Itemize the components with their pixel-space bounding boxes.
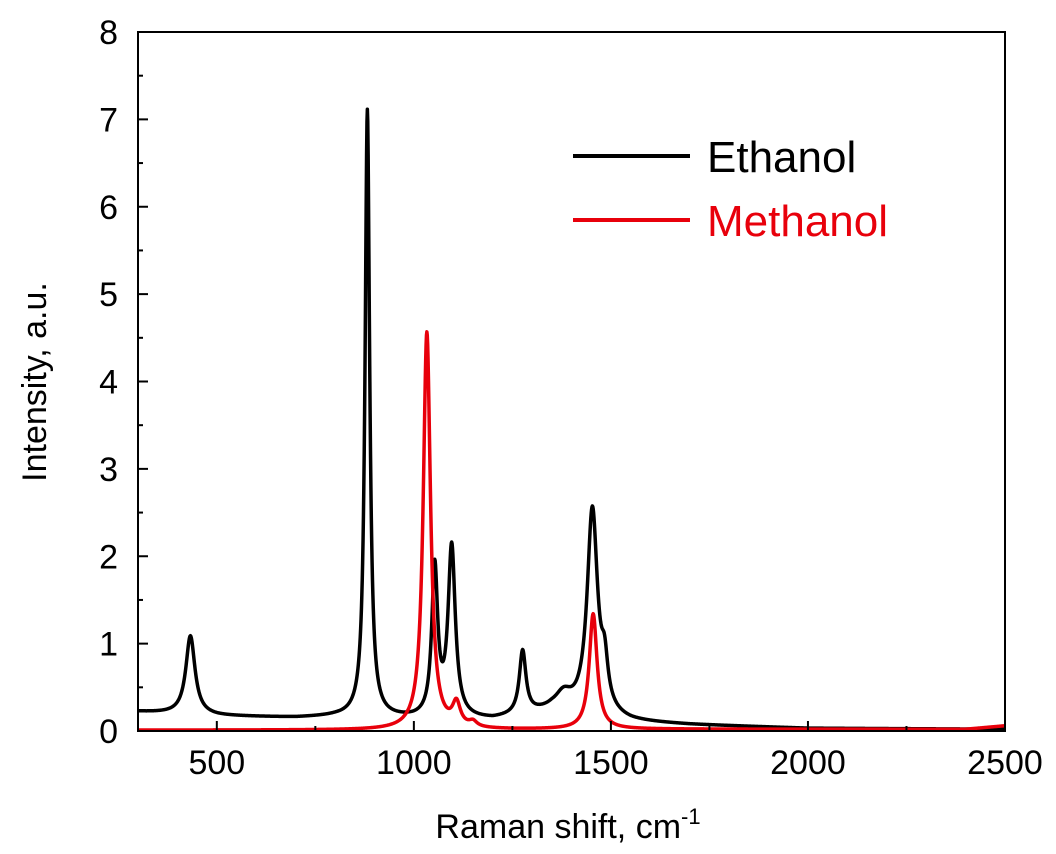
x-tick-label: 1500 bbox=[573, 744, 649, 782]
plot-lines bbox=[136, 107, 1007, 732]
x-tick-label: 2000 bbox=[770, 744, 846, 782]
axis-ticks: 500 1000 1500 2000 2500 0 1 2 3 4 5 6 7 8 bbox=[99, 14, 1043, 782]
x-tick-label: 500 bbox=[188, 744, 245, 782]
plot-frame bbox=[137, 31, 1006, 732]
legend-label-ethanol: Ethanol bbox=[707, 133, 856, 182]
y-axis-title: Intensity, a.u. bbox=[16, 282, 54, 482]
y-tick-label: 7 bbox=[99, 101, 118, 139]
y-tick-label: 4 bbox=[99, 364, 118, 402]
series-line-methanol bbox=[136, 330, 1007, 732]
y-tick-label: 3 bbox=[99, 451, 118, 489]
x-tick-label: 2500 bbox=[967, 744, 1043, 782]
x-axis-title: Raman shift, cm-1 bbox=[435, 804, 700, 846]
y-tick-label: 6 bbox=[99, 189, 118, 227]
y-tick-label: 1 bbox=[99, 626, 118, 664]
y-tick-label: 2 bbox=[99, 538, 118, 576]
y-tick-label: 8 bbox=[99, 14, 118, 52]
x-tick-label: 1000 bbox=[376, 744, 452, 782]
y-tick-label: 5 bbox=[99, 276, 118, 314]
legend: Ethanol Methanol bbox=[573, 133, 888, 246]
legend-label-methanol: Methanol bbox=[707, 197, 888, 246]
y-tick-label: 0 bbox=[99, 713, 118, 751]
